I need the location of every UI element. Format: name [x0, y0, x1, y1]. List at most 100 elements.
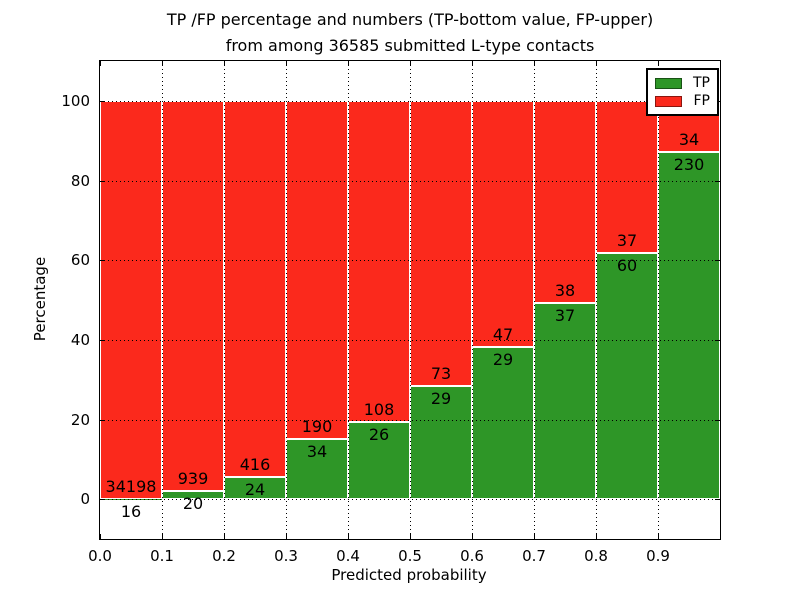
chart-title-line1: TP /FP percentage and numbers (TP-bottom…	[166, 10, 654, 29]
x-axis-label: Predicted probability	[331, 566, 487, 584]
y-tick-label: 40	[70, 330, 90, 349]
bar-segment-tp	[472, 347, 534, 500]
gridline-vertical	[410, 61, 411, 539]
x-tick-label: 0.2	[212, 547, 236, 565]
x-tick-top	[286, 61, 287, 66]
bar-label-tp: 24	[244, 480, 266, 500]
x-tick-label: 0.1	[150, 547, 174, 565]
bar-label-tp: 60	[616, 255, 638, 275]
chart-title-line2: from among 36585 submitted L-type contac…	[225, 36, 595, 55]
bar-segment-tp	[410, 385, 472, 500]
x-tick-bottom	[162, 534, 163, 539]
bar-label-tp: 230	[673, 155, 705, 175]
bar-segment-fp	[286, 100, 348, 439]
y-tick-label: 100	[61, 91, 90, 110]
y-tick-left	[100, 260, 105, 262]
x-tick-top	[224, 61, 225, 66]
y-axis-label: Percentage	[31, 256, 49, 342]
bar-label-tp: 34	[306, 441, 328, 461]
y-tick-left	[100, 419, 105, 421]
chart-title: TP /FP percentage and numbers (TP-bottom…	[90, 7, 730, 59]
x-tick-top	[162, 61, 163, 66]
bar-segment-fp	[100, 100, 162, 499]
plot-area: TP FP 34198 16 939 20 416 24 190 34 108 26 73 29 47 29…	[61, 60, 721, 565]
x-tick-label: 0.0	[88, 547, 112, 565]
bar-segment-fp	[472, 100, 534, 348]
bar-segment-fp	[534, 100, 596, 303]
bar-label-fp: 47	[492, 325, 514, 345]
bar-label-fp: 37	[616, 230, 638, 250]
bar-label-tp: 16	[120, 501, 142, 521]
legend-swatch-fp	[655, 95, 682, 107]
bar-segment-tp	[534, 302, 596, 500]
y-tick-label: 20	[70, 410, 90, 429]
bar-segment-tp	[658, 152, 720, 500]
gridline-vertical	[224, 61, 225, 539]
x-tick-top	[348, 61, 349, 66]
bar-label-tp: 37	[554, 305, 576, 325]
bar-segment-tp	[286, 438, 348, 500]
x-tick-label: 0.3	[274, 547, 298, 565]
gridline-vertical	[348, 61, 349, 539]
y-tick-left	[100, 100, 105, 102]
bar-label-tp: 20	[182, 493, 204, 513]
x-tick-bottom	[472, 534, 473, 539]
legend-swatch-tp	[655, 77, 682, 89]
y-tick-right	[715, 180, 720, 182]
legend-label: TP	[693, 75, 710, 91]
x-tick-top	[658, 61, 659, 66]
bar-label-tp: 26	[368, 424, 390, 444]
x-tick-label: 0.9	[646, 547, 670, 565]
legend-item-tp: TP	[655, 76, 710, 90]
bar-label-fp: 73	[430, 363, 452, 383]
x-tick-top	[472, 61, 473, 66]
bar-segment-tp	[596, 252, 658, 500]
bar-segment-fp	[410, 100, 472, 386]
y-tick-left	[100, 499, 105, 501]
gridline-vertical	[658, 61, 659, 539]
bar-label-fp: 34	[678, 130, 700, 150]
y-tick-right	[715, 339, 720, 341]
x-tick-bottom	[658, 534, 659, 539]
bar-label-fp: 416	[239, 455, 271, 475]
legend: TP FP	[646, 68, 719, 116]
x-tick-top	[596, 61, 597, 66]
x-tick-label: 0.7	[522, 547, 546, 565]
gridline-vertical	[596, 61, 597, 539]
bar-segment-fp	[162, 100, 224, 491]
x-tick-bottom	[534, 534, 535, 539]
y-tick-label: 80	[70, 171, 90, 190]
legend-item-fp: FP	[655, 94, 710, 108]
x-tick-label: 0.6	[460, 547, 484, 565]
bar-label-tp: 29	[492, 350, 514, 370]
bar-label-tp: 29	[430, 388, 452, 408]
y-tick-right	[715, 499, 720, 501]
legend-label: FP	[693, 93, 711, 109]
y-tick-label: 0	[80, 490, 90, 509]
bar-label-fp: 190	[301, 416, 333, 436]
x-tick-bottom	[100, 534, 101, 539]
x-tick-top	[100, 61, 101, 66]
x-tick-bottom	[286, 534, 287, 539]
gridline-vertical	[286, 61, 287, 539]
y-tick-label: 60	[70, 251, 90, 270]
x-tick-bottom	[224, 534, 225, 539]
gridline-vertical	[534, 61, 535, 539]
bar-label-fp: 108	[363, 399, 395, 419]
bar-segment-fp	[348, 100, 410, 422]
bar-segment-fp	[596, 100, 658, 253]
gridline-vertical	[162, 61, 163, 539]
x-tick-label: 0.5	[398, 547, 422, 565]
x-tick-label: 0.8	[584, 547, 608, 565]
bar-label-fp: 38	[554, 280, 576, 300]
y-tick-right	[715, 419, 720, 421]
x-tick-bottom	[410, 534, 411, 539]
x-tick-bottom	[596, 534, 597, 539]
bar-label-fp: 34198	[105, 476, 157, 496]
y-tick-right	[715, 260, 720, 262]
y-tick-left	[100, 180, 105, 182]
x-tick-label: 0.4	[336, 547, 360, 565]
x-tick-top	[410, 61, 411, 66]
gridline-vertical	[472, 61, 473, 539]
